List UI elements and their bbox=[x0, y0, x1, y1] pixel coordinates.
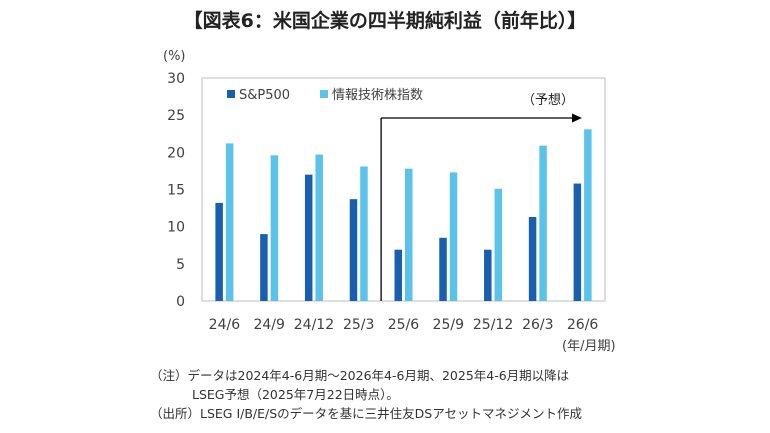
x-tick-label: 24/9 bbox=[253, 317, 284, 333]
x-tick-label: 24/12 bbox=[294, 317, 334, 333]
forecast-marker: （予想） bbox=[380, 92, 582, 301]
bar-sp500 bbox=[439, 237, 447, 301]
forecast-arrow-head bbox=[572, 113, 582, 123]
x-axis: 24/6 24/9 24/12 25/3 25/6 25/9 25/12 26/3 26/6 bbox=[209, 317, 599, 333]
x-unit-label: (年/月期) bbox=[562, 339, 616, 354]
bar-info-tech bbox=[360, 166, 368, 301]
legend: S&P500 情報技術株指数 bbox=[227, 88, 423, 103]
bar-series bbox=[215, 129, 592, 301]
bar-sp500 bbox=[528, 217, 537, 301]
y-tick-label: 15 bbox=[167, 183, 185, 199]
x-tick-label: 25/6 bbox=[388, 317, 420, 333]
x-tick-label: 26/3 bbox=[522, 317, 553, 333]
y-axis: 0 5 10 15 20 25 30 bbox=[167, 71, 606, 310]
note-line-1: （注）データは2024年4-6月期～2026年4-6月期、2025年4-6月期以… bbox=[150, 368, 570, 383]
bar-sp500 bbox=[215, 202, 223, 301]
bar-info-tech bbox=[270, 155, 279, 301]
y-tick-label: 0 bbox=[176, 294, 185, 310]
y-tick-label: 5 bbox=[176, 257, 185, 273]
note-line-2: LSEG予想（2025年7月22日時点）。 bbox=[192, 387, 399, 402]
bar-sp500 bbox=[349, 199, 358, 301]
bar-sp500 bbox=[394, 249, 402, 301]
footnotes: （注）データは2024年4-6月期～2026年4-6月期、2025年4-6月期以… bbox=[150, 366, 582, 423]
y-tick-label: 25 bbox=[167, 108, 185, 124]
bar-sp500 bbox=[484, 249, 492, 301]
legend-label: 情報技術株指数 bbox=[332, 88, 423, 103]
bar-sp500 bbox=[573, 183, 582, 301]
legend-swatch bbox=[227, 90, 235, 98]
bar-info-tech bbox=[315, 154, 323, 301]
bar-sp500 bbox=[304, 174, 313, 301]
chart-title: 【図表6：米国企業の四半期純利益（前年比）】 bbox=[183, 10, 587, 32]
y-tick-label: 10 bbox=[167, 220, 185, 236]
bar-info-tech bbox=[225, 143, 234, 301]
x-tick-label: 25/12 bbox=[473, 317, 513, 333]
plot-frame bbox=[201, 77, 606, 302]
source-line: （出所）LSEG I/B/E/Sのデータを基に三井住友DSアセットマネジメント作… bbox=[150, 406, 582, 421]
forecast-label: （予想） bbox=[522, 92, 574, 108]
bar-info-tech bbox=[584, 129, 592, 301]
bar-info-tech bbox=[449, 172, 458, 301]
x-tick-label: 24/6 bbox=[209, 317, 241, 333]
x-tick-label: 26/6 bbox=[567, 317, 599, 333]
legend-label: S&P500 bbox=[239, 88, 290, 103]
legend-swatch bbox=[320, 90, 328, 98]
y-tick-label: 30 bbox=[167, 71, 185, 87]
x-tick-label: 25/9 bbox=[433, 317, 464, 333]
y-unit-label: (%) bbox=[163, 49, 186, 64]
bar-info-tech bbox=[539, 145, 547, 301]
bar-info-tech bbox=[494, 188, 503, 301]
bar-sp500 bbox=[260, 234, 268, 301]
y-tick-label: 20 bbox=[167, 145, 185, 161]
bar-info-tech bbox=[405, 168, 413, 301]
x-tick-label: 25/3 bbox=[343, 317, 374, 333]
